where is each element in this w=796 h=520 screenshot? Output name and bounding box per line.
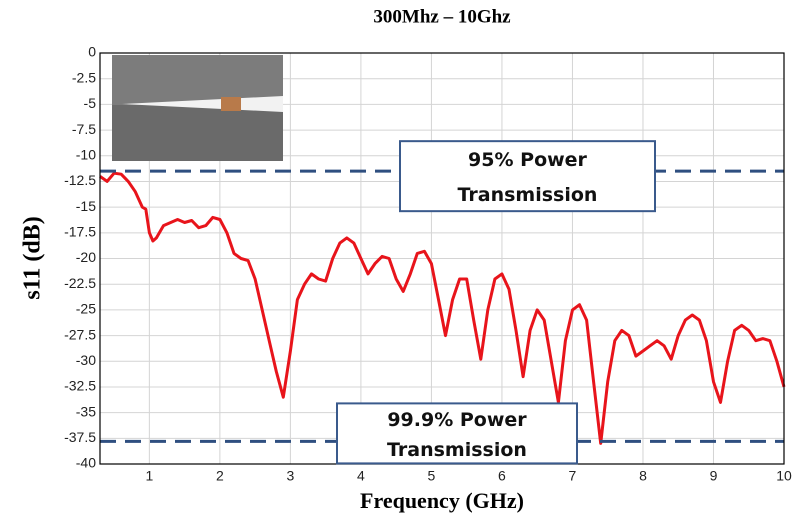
x-tick-label: 1 xyxy=(145,468,153,484)
y-tick-label: -40 xyxy=(76,455,96,471)
chart-title: 300Mhz – 10Ghz xyxy=(373,6,511,27)
y-tick-label: -10 xyxy=(76,146,96,162)
annotation-box xyxy=(399,140,656,213)
y-tick-label: -5 xyxy=(84,95,97,111)
annotation-box xyxy=(336,402,578,465)
annotation-text: 95% Power xyxy=(468,149,588,171)
annotation-text: 99.9% Power xyxy=(387,409,527,431)
y-tick-label: -12.5 xyxy=(64,172,96,188)
annotations: 95% Power Transmission 99.9% Power Transmis… xyxy=(336,140,656,465)
y-tick-label: -2.5 xyxy=(72,69,96,85)
x-tick-label: 2 xyxy=(216,468,224,484)
y-tick-label: -20 xyxy=(76,249,96,265)
y-tick-label: -17.5 xyxy=(64,224,96,240)
y-axis-label: s11 (dB) xyxy=(20,216,46,299)
y-tick-label: -7.5 xyxy=(72,121,96,137)
annotation-text: Transmission xyxy=(458,184,598,206)
x-tick-label: 3 xyxy=(286,468,294,484)
y-tick-label: -32.5 xyxy=(64,378,96,394)
y-tick-label: -22.5 xyxy=(64,275,96,291)
x-tick-label: 4 xyxy=(357,468,365,484)
y-tick-label: -15 xyxy=(76,198,96,214)
y-tick-label: -35 xyxy=(76,403,96,419)
annotation-text: Transmission xyxy=(387,439,527,461)
y-tick-label: -25 xyxy=(76,301,96,317)
x-tick-label: 7 xyxy=(569,468,577,484)
x-tick-label: 8 xyxy=(639,468,647,484)
plot-area xyxy=(99,169,786,445)
x-tick-label: 10 xyxy=(776,468,792,484)
data-line xyxy=(99,171,786,445)
x-tick-label: 9 xyxy=(710,468,718,484)
x-axis-label: Frequency (GHz) xyxy=(360,488,524,513)
x-tick-label: 5 xyxy=(428,468,436,484)
y-tick-label: -37.5 xyxy=(64,429,96,445)
y-tick-label: -30 xyxy=(76,352,96,368)
inset-photo xyxy=(112,55,283,161)
x-tick-label: 6 xyxy=(498,468,506,484)
y-tick-label: -27.5 xyxy=(64,326,96,342)
y-tick-label: 0 xyxy=(88,44,96,60)
